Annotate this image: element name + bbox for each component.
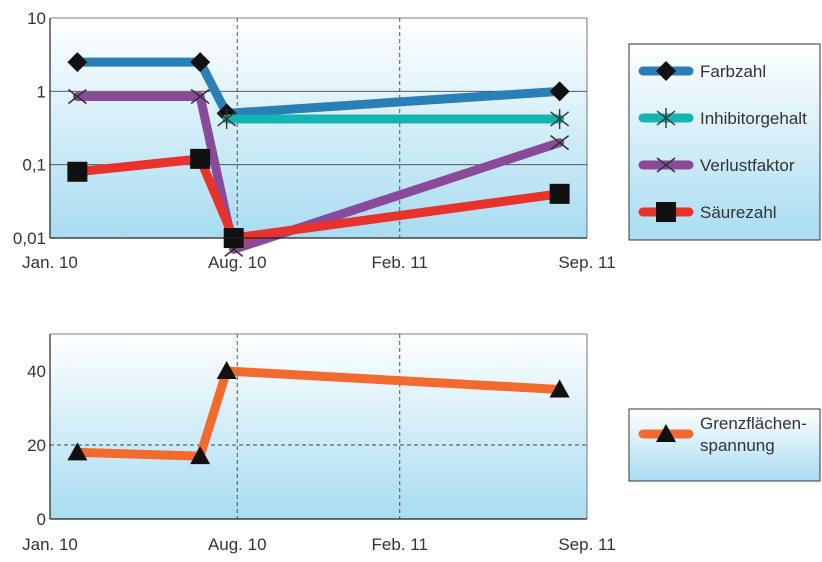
data-point <box>190 52 211 73</box>
legend-label: Säurezahl <box>700 203 777 222</box>
plot-area <box>50 334 587 519</box>
data-point <box>67 161 88 182</box>
data-point <box>549 183 570 204</box>
series-s-urezahl <box>67 148 570 248</box>
data-point <box>216 361 237 379</box>
data-point <box>67 442 88 461</box>
y-tick-label: 1 <box>37 82 46 101</box>
series-line <box>72 57 565 118</box>
series-line <box>72 154 565 243</box>
legend-label: Farbzahl <box>700 62 766 81</box>
x-tick-label: Aug. 10 <box>208 535 267 554</box>
series-grenzfl-chen-spannung <box>67 361 570 465</box>
legend-entry: Farbzahl <box>638 61 766 81</box>
legend-marker <box>656 61 676 81</box>
data-point <box>190 88 210 105</box>
series-inhibitorgehalt <box>217 108 570 129</box>
y-tick-label: 0,01 <box>13 229 46 248</box>
legend-label: Inhibitorgehalt <box>700 109 807 128</box>
legend-entry: Grenzflächen-spannung <box>638 414 807 455</box>
series-farbzahl <box>67 52 570 124</box>
data-point <box>190 148 211 169</box>
legend-label: Verlustfaktor <box>700 156 795 175</box>
data-point <box>550 134 570 151</box>
data-point <box>67 88 87 105</box>
y-tick-label: 10 <box>27 9 46 28</box>
legend-label: Grenzflächen-spannung <box>700 414 807 455</box>
x-tick-label: Sep. 11 <box>558 253 615 272</box>
legend-entry: Inhibitorgehalt <box>638 108 807 128</box>
legend-box <box>628 408 821 482</box>
legend: Grenzflächen-spannung <box>628 408 821 482</box>
x-tick-label: Feb. 11 <box>372 253 428 272</box>
legend-entry: Säurezahl <box>638 202 777 222</box>
legend-marker <box>656 108 676 128</box>
legend-marker <box>656 157 676 173</box>
legend-marker <box>656 424 676 442</box>
legend: Farbzahl Inhibitorgehalt Verlustfaktor Säur… <box>628 43 821 241</box>
x-tick-label: Jan. 10 <box>22 253 78 272</box>
y-tick-label: 0 <box>37 510 46 529</box>
y-tick-label: 0,1 <box>22 156 46 175</box>
series-line <box>72 366 565 461</box>
data-point <box>549 379 570 398</box>
y-tick-label: 40 <box>27 362 46 381</box>
series-verlustfaktor <box>67 88 570 257</box>
y-tick-label: 20 <box>27 436 46 455</box>
chart-panel-1: 0,01 0,1 1 10 Jan. 10 Aug. 10 Feb. 11 Sep. 11 Fa… <box>13 9 821 272</box>
x-tick-label: Feb. 11 <box>372 535 428 554</box>
series-line <box>72 92 565 254</box>
data-point <box>549 81 570 102</box>
x-tick-label: Sep. 11 <box>558 535 615 554</box>
data-point <box>217 108 237 129</box>
legend-entry: Verlustfaktor <box>638 156 795 175</box>
legend-marker <box>656 202 676 222</box>
x-tick-label: Jan. 10 <box>22 535 78 554</box>
chart-panel-2: 0 20 40 Jan. 10 Aug. 10 Feb. 11 Sep. 11 Grenzfl… <box>22 333 821 554</box>
data-point <box>550 108 570 129</box>
data-point <box>67 52 88 73</box>
data-point <box>190 446 211 465</box>
x-tick-label: Aug. 10 <box>208 253 267 272</box>
